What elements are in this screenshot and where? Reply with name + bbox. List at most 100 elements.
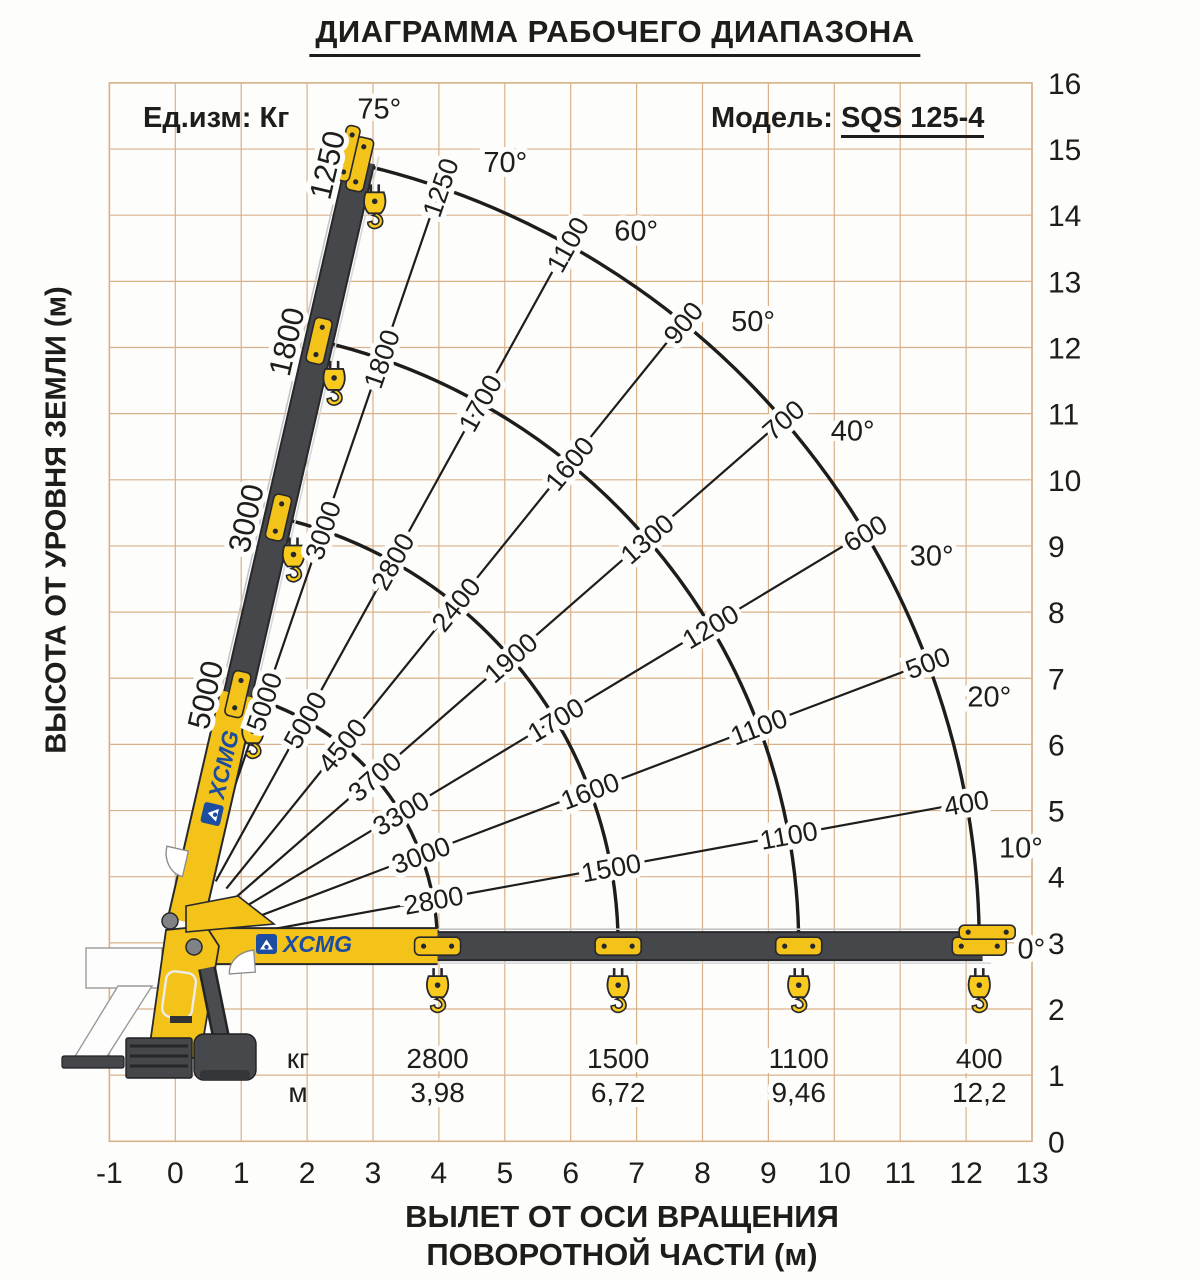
xcmg-logo: XCMG [256,931,352,957]
capacity-label: 700 [757,394,811,446]
hook-icon [967,968,991,1014]
x-tick-label: 5 [496,1157,513,1190]
y-tick-label: 16 [1048,68,1081,101]
table-capacity-value: 1100 [769,1043,829,1074]
boom-joint-plate [264,493,293,542]
capacity-label: 900 [658,296,710,350]
angle-label: 30° [910,540,954,572]
capacity-arc [278,515,620,947]
y-tick-label: 6 [1048,729,1065,762]
capacity-label: 400 [942,785,992,823]
x-tick-label: 9 [760,1157,777,1190]
y-tick-label: 7 [1048,663,1065,696]
angle-label: 40° [831,415,875,447]
model-label: Модель: SQS 125-4 [711,102,985,138]
hook-icon [787,968,811,1014]
xcmg-logo-text: XCMG [281,931,352,957]
capacity-label: 1100 [758,816,820,856]
model-value: SQS 125-4 [840,102,985,138]
capacity-arc [318,339,801,947]
y-tick-label: 14 [1048,200,1081,233]
angle-label: 60° [614,215,658,247]
x-tick-label: 2 [299,1157,316,1190]
hook-icon [281,537,306,583]
x-tick-label: 0 [167,1157,184,1190]
grid-border [108,82,1033,1143]
hook-icon [322,360,346,406]
capacity-label: 600 [838,509,892,558]
x-tick-label: 3 [365,1157,382,1190]
angle-label: 20° [967,682,1011,714]
boom-joint-plate [413,936,462,956]
x-tick-label: 4 [431,1157,448,1190]
capacity-label: 1600 [557,767,624,816]
crane-illustration: XCMG XCMG [61,124,1016,1081]
hook-icon [241,714,265,760]
model-caption: Модель: [711,102,833,134]
table-outreach-value: 3,98 [410,1077,465,1108]
x-tick-label: 7 [628,1157,645,1190]
angle-label: 0° [1018,934,1046,966]
y-tick-label: 15 [1048,134,1081,167]
capacity-label: 2800 [401,880,465,920]
capacity-arc [359,162,981,947]
table-capacity-value: 2800 [406,1043,468,1074]
table-capacity-value: 1500 [587,1043,649,1074]
outrigger-beam [85,947,163,989]
hook-icon [363,184,387,230]
y-tick-label: 9 [1048,531,1065,564]
capacity-label: 1500 [579,848,643,888]
pivot-pin-upper [161,912,179,930]
y-tick-label: 0 [1048,1126,1065,1159]
capacity-label: 1700 [453,370,508,437]
boom-joint-plate [774,936,823,956]
capacity-label: 1700 [522,692,589,749]
boom-joint-plate [345,136,375,193]
boom-fold-mark [165,845,190,878]
y-tick-label: 11 [1048,399,1079,432]
capacity-label: 3000 [299,497,347,564]
y-tick-label: 2 [1048,994,1065,1027]
pivot-pin-lower [185,938,203,956]
boom-joint-plate [224,669,252,719]
unit-label: Ед.изм: Кг [143,102,290,134]
x-axis-title-line1: ВЫЛЕТ ОТ ОСИ ВРАЩЕНИЯ [405,1199,839,1234]
crane-boom-horizontal: XCMG [204,924,1016,1014]
x-tick-label: 1 [233,1157,250,1190]
crane-column [61,895,277,1081]
y-tick-label: 8 [1048,597,1065,630]
boom-joint-plate [594,936,642,956]
capacity-label: 2800 [365,528,420,595]
x-tick-label: 10 [818,1157,851,1190]
hook-icon [425,968,450,1014]
column-slot [170,1016,192,1023]
y-tick-label: 1 [1048,1060,1065,1093]
x-tick-label: 13 [1015,1157,1048,1190]
capacity-label: 3000 [388,831,455,880]
load-table: кгм 2800 1500 1100 400 3,98 6,72 9,46 12,2 [287,1038,1012,1113]
y-tick-label: 10 [1048,465,1081,498]
angle-label: 50° [731,306,775,338]
table-outreach-value: 9,46 [771,1077,826,1108]
table-outreach-value: 6,72 [591,1077,646,1108]
x-tick-label: 11 [885,1157,916,1190]
capacity-label: 1600 [539,431,600,497]
capacity-arc [237,692,440,947]
crane-boom-75deg: XCMG [165,124,387,926]
y-tick-label: 5 [1048,796,1065,829]
y-tick-label: 12 [1048,333,1081,366]
outrigger-foot [61,1055,125,1069]
table-row-label-kg: кг [287,1043,309,1074]
capacity-label: 1800 [358,326,406,393]
base-block-left [125,1037,193,1079]
capacity-label: 1200 [677,599,744,656]
x-tick-label: 8 [694,1157,711,1190]
hook-icon [606,968,630,1014]
boom-joint-plate [951,936,1008,956]
boom-joint-plate [334,124,361,183]
x-tick-label: 12 [949,1157,982,1190]
boom-fold-mark [228,949,257,975]
boom-joint-plate [958,924,1016,940]
